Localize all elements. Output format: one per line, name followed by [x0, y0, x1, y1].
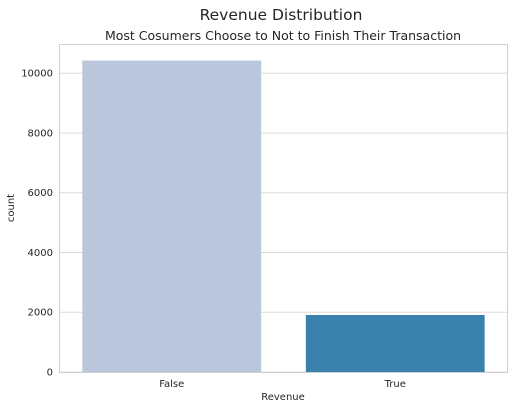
y-tick-label: 8000: [28, 128, 53, 139]
bar-false: [82, 61, 261, 372]
y-tick-label: 0: [47, 368, 53, 379]
y-tick-labels: 0 2000 4000 6000 8000 10000: [21, 69, 53, 379]
bars: [82, 61, 484, 372]
y-axis-label: count: [6, 194, 17, 222]
x-axis-label: Revenue: [261, 392, 305, 403]
x-tick-label-false: False: [159, 379, 184, 390]
x-tick-label-true: True: [384, 379, 406, 390]
y-tick-label: 4000: [28, 248, 53, 259]
bar-true: [306, 315, 485, 372]
y-tick-label: 6000: [28, 188, 53, 199]
chart-suptitle: Revenue Distribution: [200, 6, 363, 24]
chart-title: Most Cosumers Choose to Not to Finish Th…: [105, 28, 461, 43]
y-tick-label: 10000: [21, 69, 53, 80]
y-tick-label: 2000: [28, 308, 53, 319]
x-tick-labels: False True: [159, 379, 406, 390]
